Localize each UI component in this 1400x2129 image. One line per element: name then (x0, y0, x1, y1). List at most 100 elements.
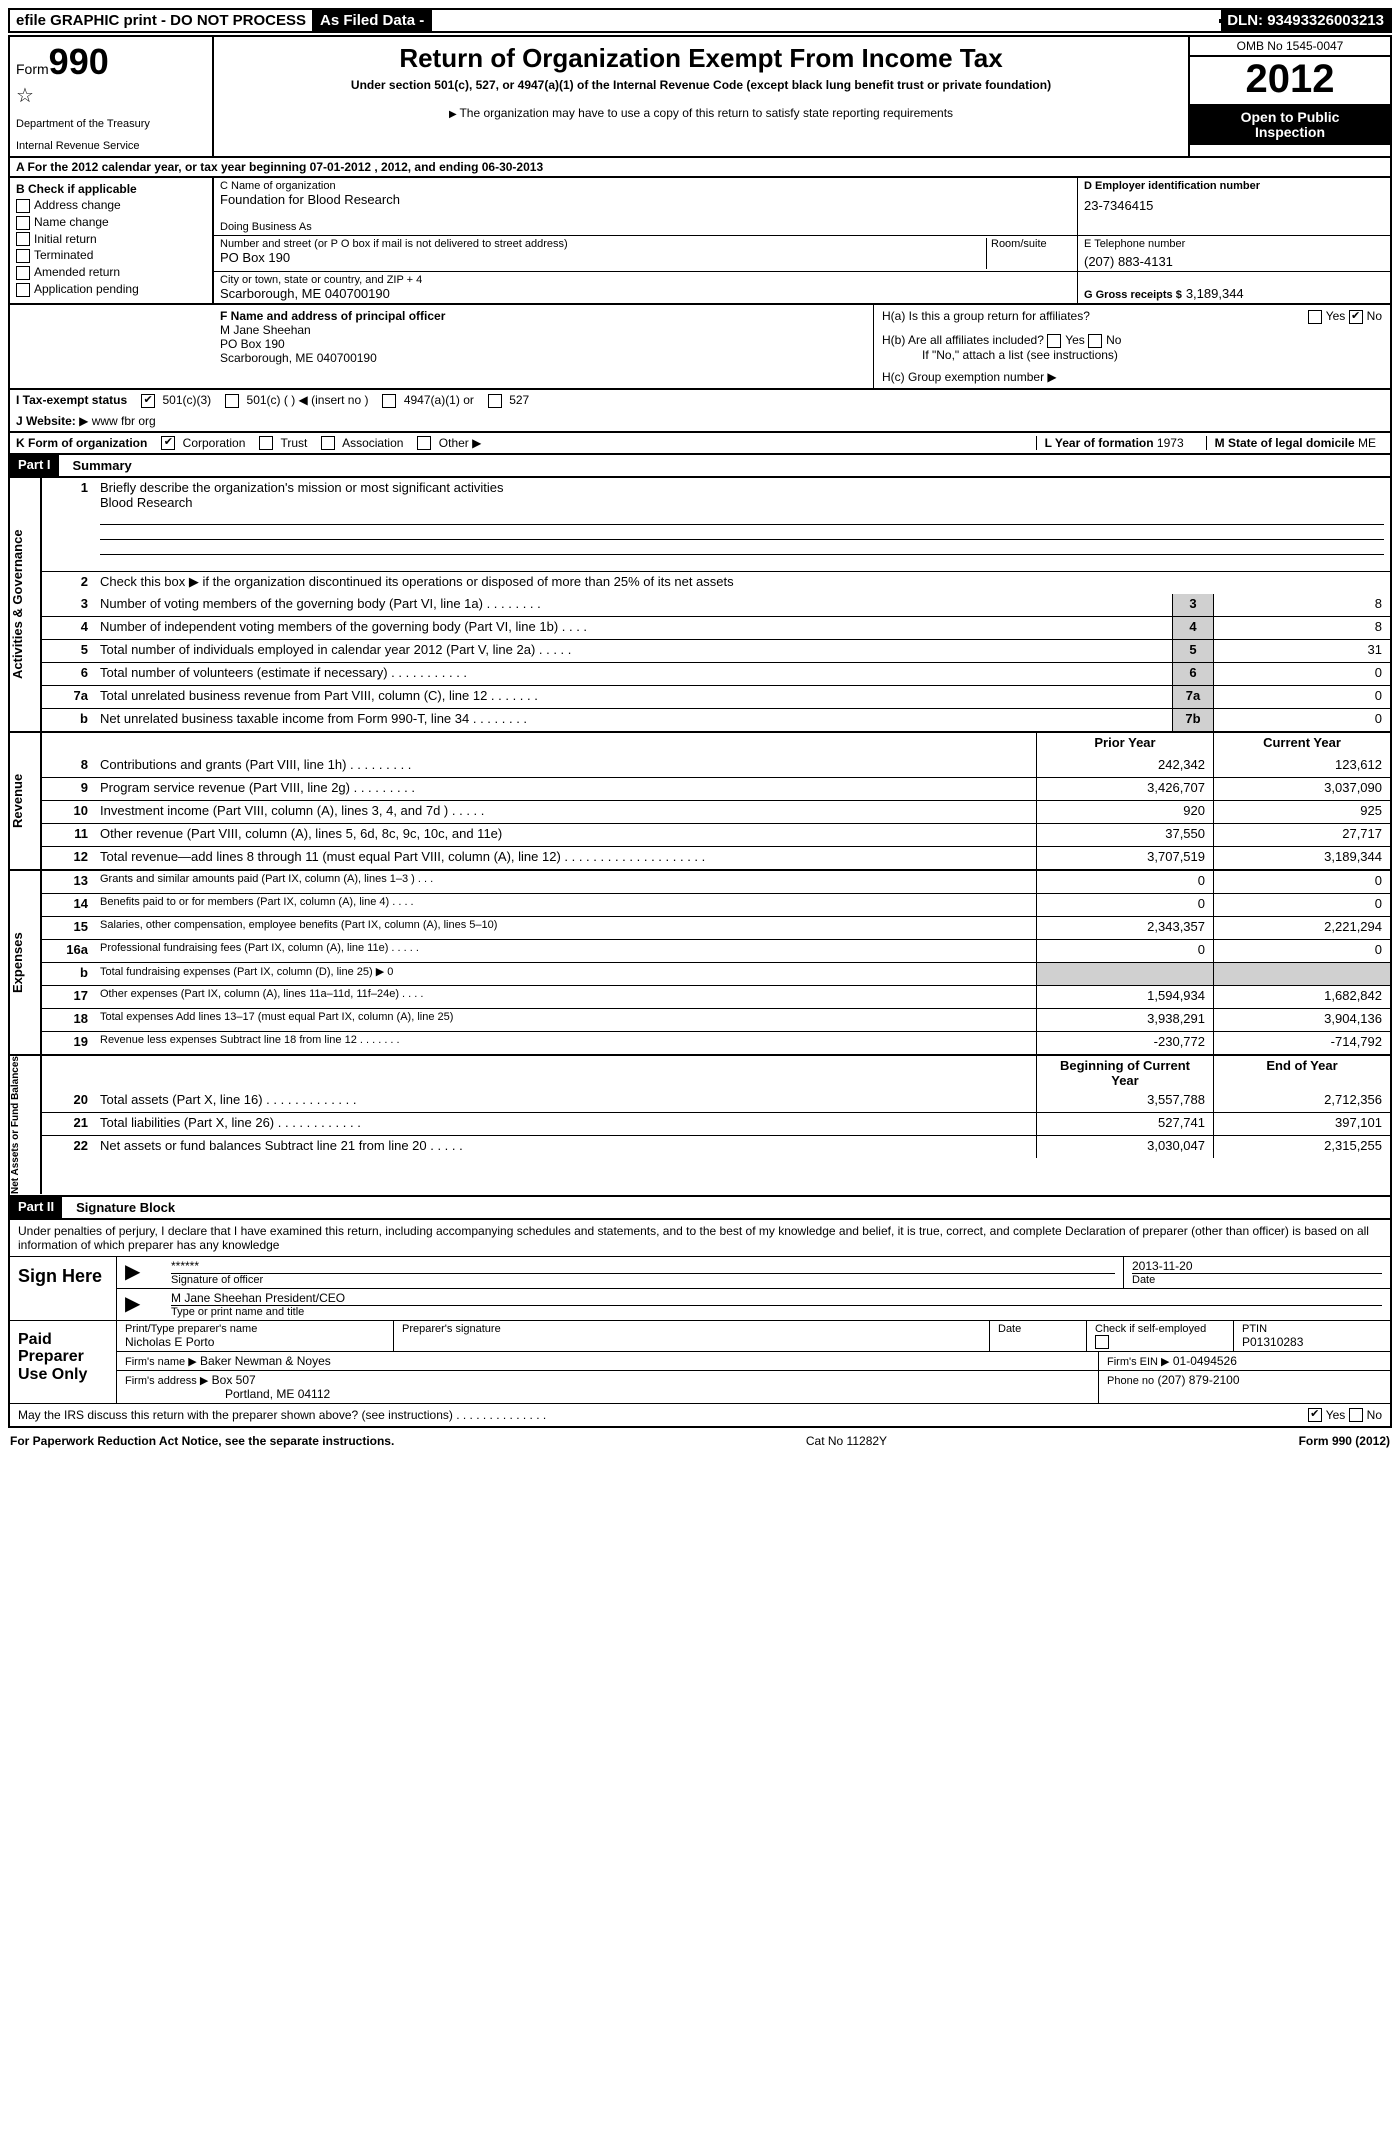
part1-header: Part I Summary (8, 455, 1392, 478)
exp-desc-16a: Professional fundraising fees (Part IX, … (94, 940, 1036, 962)
gov-num-6: 6 (42, 663, 94, 685)
gov-num-b: b (42, 709, 94, 731)
chk-terminated[interactable] (16, 249, 30, 263)
sig-date-val: 2013-11-20 (1132, 1259, 1382, 1273)
chk-527[interactable] (488, 394, 502, 408)
rev-curr-11: 27,717 (1213, 824, 1390, 846)
rev-num-10: 10 (42, 801, 94, 823)
open-public: Open to Public Inspection (1190, 106, 1390, 145)
rev-prior-8: 242,342 (1036, 755, 1213, 777)
type-print-lbl: Type or print name and title (171, 1305, 1382, 1318)
discuss-no-chk[interactable] (1349, 1408, 1363, 1422)
chk-initial[interactable] (16, 232, 30, 246)
na-num-22: 22 (42, 1136, 94, 1158)
chk-name[interactable] (16, 216, 30, 230)
chk-amended[interactable] (16, 266, 30, 280)
chk-other[interactable] (417, 436, 431, 450)
exp-curr-19: -714,792 (1213, 1032, 1390, 1054)
gov-g-3: 3 (1172, 594, 1213, 616)
rev-desc-11: Other revenue (Part VIII, column (A), li… (94, 824, 1036, 846)
lbl-name-change: Name change (34, 215, 109, 229)
dept-treasury: Department of the Treasury (16, 118, 206, 130)
exp-num-18: 18 (42, 1009, 94, 1031)
chk-address[interactable] (16, 199, 30, 213)
prep-date-lbl: Date (998, 1323, 1078, 1335)
mission-val: Blood Research (100, 495, 193, 510)
discuss-row: May the IRS discuss this return with the… (10, 1404, 1390, 1427)
rev-desc-12: Total revenue—add lines 8 through 11 (mu… (94, 847, 1036, 869)
chk-501c3[interactable]: ✔ (141, 394, 155, 408)
yof-lbl: L Year of formation (1045, 436, 1154, 450)
omb-number: OMB No 1545-0047 (1190, 37, 1390, 57)
f-lbl: F Name and address of principal officer (220, 309, 865, 323)
exp-curr-13: 0 (1213, 871, 1390, 893)
ha-yes: Yes (1326, 309, 1346, 323)
exp-curr-16a: 0 (1213, 940, 1390, 962)
state-val: ME (1358, 436, 1376, 450)
na-prior-20: 3,557,788 (1036, 1090, 1213, 1112)
footer-left: For Paperwork Reduction Act Notice, see … (10, 1434, 394, 1448)
chk-selfemp[interactable] (1095, 1335, 1109, 1349)
sig-stars: ****** (171, 1259, 1115, 1273)
hb-yes-chk[interactable] (1047, 334, 1061, 348)
side-netassets: Net Assets or Fund Balances (10, 1056, 42, 1194)
gross-lbl: G Gross receipts $ (1084, 289, 1182, 301)
side-revenue: Revenue (10, 733, 42, 869)
exp-num-14: 14 (42, 894, 94, 916)
dln-label: DLN: (1227, 12, 1263, 29)
open-public-1: Open to Public (1241, 109, 1340, 125)
chk-trust[interactable] (259, 436, 273, 450)
opt-4947: 4947(a)(1) or (404, 393, 474, 407)
sign-here-lbl: Sign Here (10, 1257, 117, 1320)
exp-curr-17: 1,682,842 (1213, 986, 1390, 1008)
rev-prior-12: 3,707,519 (1036, 847, 1213, 869)
asfiled-label: As Filed Data - (314, 10, 432, 31)
chk-501c[interactable] (225, 394, 239, 408)
section-bcd: B Check if applicable Address change Nam… (8, 178, 1392, 305)
exp-desc-15: Salaries, other compensation, employee b… (94, 917, 1036, 939)
lbl-address-change: Address change (34, 198, 121, 212)
room-lbl: Room/suite (991, 238, 1071, 250)
prep-sig-lbl: Preparer's signature (402, 1323, 981, 1335)
ha-no: No (1367, 309, 1382, 323)
city-val: Scarborough, ME 040700190 (220, 286, 1071, 301)
discuss-yes-chk[interactable]: ✔ (1308, 1408, 1322, 1422)
gov-v-b: 0 (1213, 709, 1390, 731)
chk-4947[interactable] (382, 394, 396, 408)
header-left: Form990 ☆ Department of the Treasury Int… (10, 37, 214, 156)
summary-revenue: Revenue Prior Year Current Year 8 Contri… (8, 733, 1392, 871)
firm-ein: 01-0494526 (1173, 1354, 1237, 1368)
chk-assoc[interactable] (321, 436, 335, 450)
hb-yes: Yes (1065, 333, 1085, 347)
perjury-text: Under penalties of perjury, I declare th… (10, 1220, 1390, 1257)
exp-prior-18: 3,938,291 (1036, 1009, 1213, 1031)
exp-curr-15: 2,221,294 (1213, 917, 1390, 939)
chk-pending[interactable] (16, 283, 30, 297)
gross-val: 3,189,344 (1186, 286, 1244, 301)
discuss-yes: Yes (1326, 1408, 1346, 1422)
rev-curr-10: 925 (1213, 801, 1390, 823)
return-title: Return of Organization Exempt From Incom… (220, 43, 1182, 74)
rev-curr-12: 3,189,344 (1213, 847, 1390, 869)
side-expenses: Expenses (10, 871, 42, 1054)
dba-lbl: Doing Business As (220, 221, 1071, 233)
na-desc-22: Net assets or fund balances Subtract lin… (94, 1136, 1036, 1158)
discuss-no: No (1367, 1408, 1382, 1422)
hb-no-chk[interactable] (1088, 334, 1102, 348)
gov-desc-7a: Total unrelated business revenue from Pa… (94, 686, 1172, 708)
summary-netassets: Net Assets or Fund Balances Beginning of… (8, 1056, 1392, 1196)
exp-prior-15: 2,343,357 (1036, 917, 1213, 939)
ha-no-chk[interactable]: ✔ (1349, 310, 1363, 324)
rev-desc-10: Investment income (Part VIII, column (A)… (94, 801, 1036, 823)
rev-prior-10: 920 (1036, 801, 1213, 823)
gov-g-4: 4 (1172, 617, 1213, 639)
opt-insert: (insert no ) (311, 393, 368, 407)
chk-corp[interactable]: ✔ (161, 436, 175, 450)
efile-label: efile GRAPHIC print - DO NOT PROCESS (10, 10, 314, 31)
exp-prior-b (1036, 963, 1213, 985)
gov-v-3: 8 (1213, 594, 1390, 616)
opt-527: 527 (509, 393, 529, 407)
ha-yes-chk[interactable] (1308, 310, 1322, 324)
sig-date-lbl: Date (1132, 1273, 1382, 1286)
yof-val: 1973 (1157, 436, 1184, 450)
